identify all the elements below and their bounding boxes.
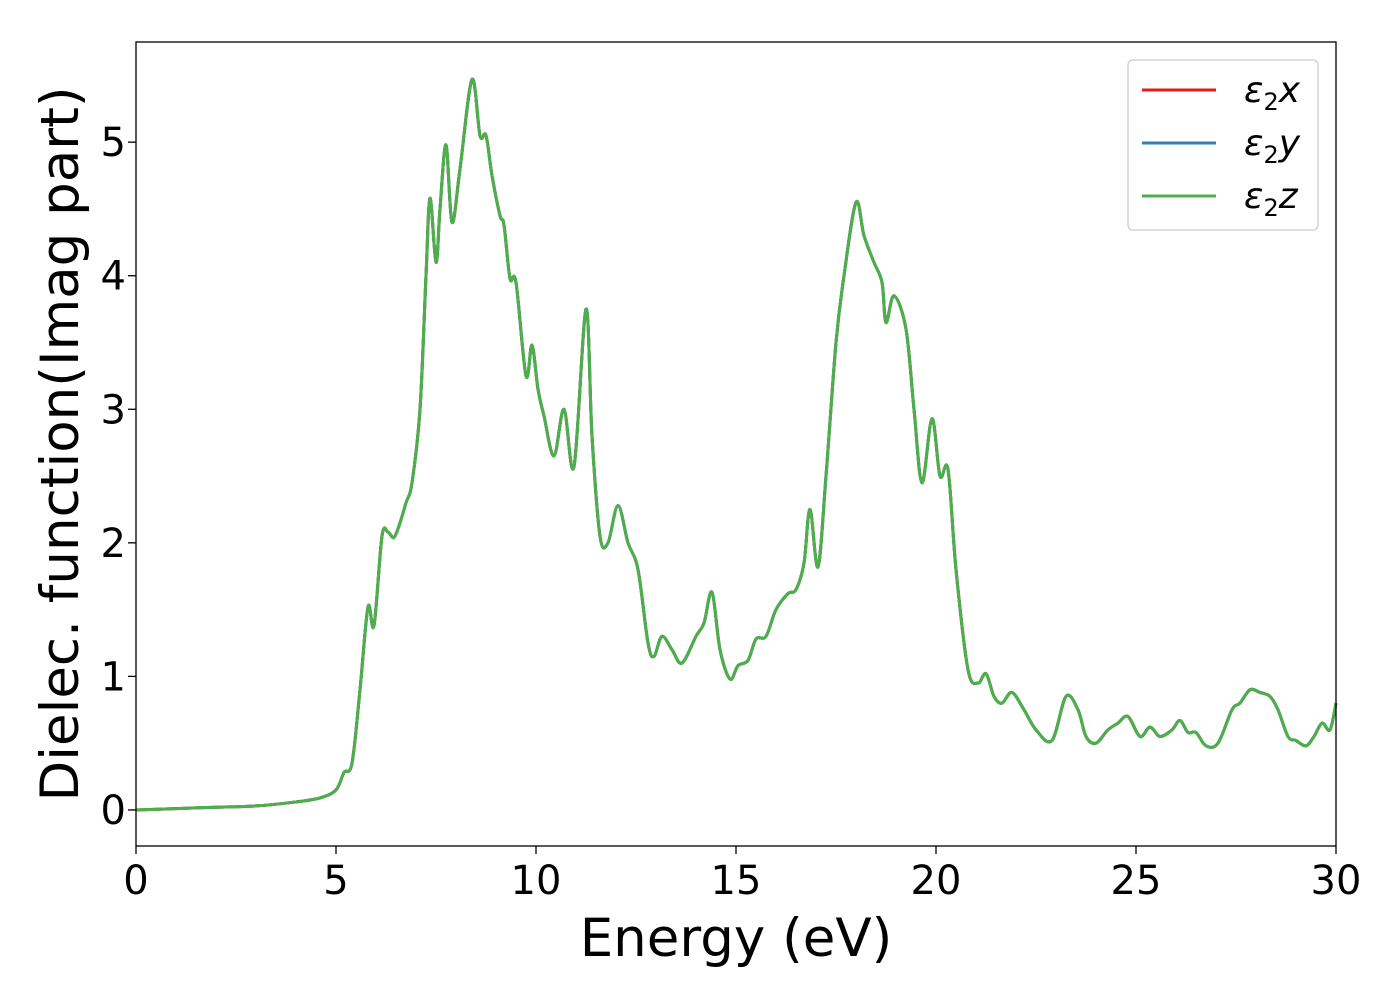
series-line-z [135,77,1338,812]
x-tick-label: 25 [1111,858,1162,904]
legend-label-y: ε2y [1244,123,1301,169]
y-axis-title: Dielec. function(Imag part) [30,86,91,801]
legend-label-z: ε2z [1244,176,1299,222]
series-layer [135,77,1338,812]
legend-label-x: ε2x [1244,70,1301,116]
x-tick-label: 15 [711,858,762,904]
y-tick-label: 0 [101,788,126,834]
legend: ε2x ε2y ε2z [1127,59,1319,231]
x-tick-label: 0 [123,858,148,904]
x-tick-label: 20 [911,858,962,904]
y-tick-label: 2 [101,521,126,567]
x-axis-title: Energy (eV) [580,908,893,969]
legend-box [1127,59,1319,231]
x-tick-label: 30 [1311,858,1362,904]
y-tick-label: 4 [101,254,126,300]
y-tick-label: 5 [101,120,126,166]
y-tick-label: 3 [101,387,126,433]
x-tick-label: 5 [323,858,348,904]
y-tick-label: 1 [101,654,126,700]
x-tick-label: 10 [511,858,562,904]
y-axis-ticks: 0 1 2 3 4 5 [101,120,136,834]
x-axis-ticks: 0 5 10 15 20 25 30 [123,846,1361,904]
